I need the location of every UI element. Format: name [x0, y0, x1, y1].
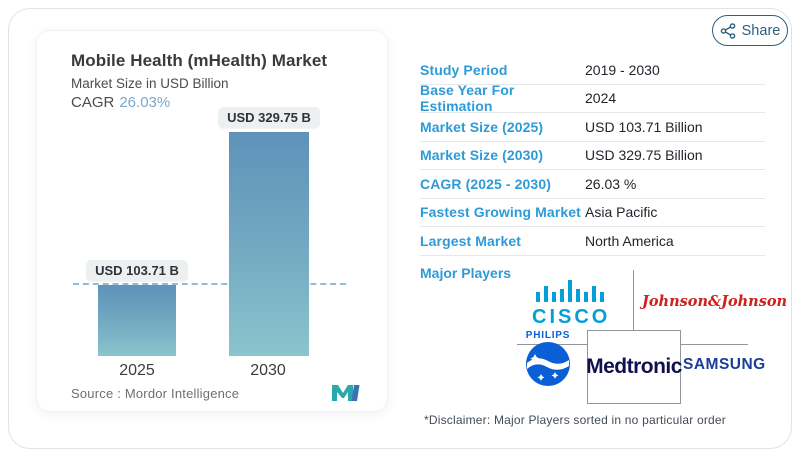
row-value: North America	[585, 232, 674, 249]
share-label: Share	[741, 22, 781, 39]
row-value: 26.03 %	[585, 175, 637, 192]
reference-line	[73, 283, 346, 286]
row-value: Asia Pacific	[585, 204, 658, 221]
table-row: Market Size (2025) USD 103.71 Billion	[420, 113, 765, 142]
cisco-bars-icon	[536, 280, 604, 302]
source-row: Source : Mordor Intelligence	[71, 383, 361, 403]
table-row: Fastest Growing Market Asia Pacific	[420, 199, 765, 227]
row-label: Base Year For Estimation	[420, 82, 515, 115]
x-tick-2025: 2025	[119, 362, 155, 379]
cisco-wordmark: CISCO	[532, 306, 611, 328]
row-label: Market Size (2025)	[420, 118, 544, 135]
row-label: Fastest Growing Market	[420, 204, 581, 221]
table-row: Largest Market North America	[420, 227, 765, 256]
medtronic-logo: Medtronic	[586, 330, 682, 404]
x-tick-2030: 2030	[250, 362, 286, 379]
bar-group-2025: USD 103.71 B	[86, 107, 188, 356]
samsung-logo: SAMSUNG	[683, 356, 766, 373]
major-players-label: Major Players	[420, 265, 512, 281]
philips-shield-icon	[526, 342, 570, 386]
bar-chart: USD 103.71 B USD 329.75 B	[37, 107, 389, 356]
cagr-row: CAGR 26.03%	[71, 94, 170, 111]
bar-2030	[229, 132, 309, 356]
table-row: Base Year For Estimation 2024	[420, 82, 765, 115]
chart-title: Mobile Health (mHealth) Market	[71, 51, 328, 70]
table-row: CAGR (2025 - 2030) 26.03 %	[420, 170, 765, 199]
value-label-2030: USD 329.75 B	[218, 107, 320, 128]
philips-logo: PHILIPS	[522, 330, 574, 392]
cagr-label: CAGR	[71, 94, 115, 111]
cisco-logo: CISCO	[532, 276, 608, 327]
row-label: CAGR (2025 - 2030)	[420, 175, 551, 192]
row-label: Study Period	[420, 61, 508, 78]
value-label-2025: USD 103.71 B	[86, 260, 188, 282]
bar-2025	[98, 285, 176, 356]
chart-subtitle: Market Size in USD Billion	[71, 76, 229, 91]
source-label: Source : Mordor Intelligence	[71, 385, 240, 401]
share-button[interactable]: Share	[712, 15, 788, 46]
philips-wordmark: PHILIPS	[525, 330, 571, 341]
disclaimer-text: *Disclaimer: Major Players sorted in no …	[424, 413, 726, 427]
bar-group-2030: USD 329.75 B	[218, 107, 320, 356]
logo-grid-divider-vertical	[633, 270, 634, 331]
row-label: Largest Market	[420, 232, 521, 249]
table-row: Market Size (2030) USD 329.75 Billion	[420, 142, 765, 170]
cagr-value: 26.03%	[119, 94, 171, 111]
medtronic-wordmark: Medtronic	[586, 355, 682, 378]
table-row: Study Period 2019 - 2030	[420, 56, 765, 85]
stats-table: Study Period 2019 - 2030 Base Year For E…	[420, 56, 765, 256]
row-value: USD 329.75 Billion	[585, 147, 703, 164]
johnson-and-johnson-logo: Johnson&Johnson	[642, 293, 788, 310]
row-value: 2019 - 2030	[585, 61, 660, 78]
row-value: USD 103.71 Billion	[585, 118, 703, 135]
mordor-intelligence-logo	[332, 385, 360, 401]
share-icon	[720, 22, 735, 39]
row-value: 2024	[585, 90, 617, 107]
chart-panel: Mobile Health (mHealth) Market Market Si…	[36, 30, 388, 412]
row-label: Market Size (2030)	[420, 147, 544, 164]
